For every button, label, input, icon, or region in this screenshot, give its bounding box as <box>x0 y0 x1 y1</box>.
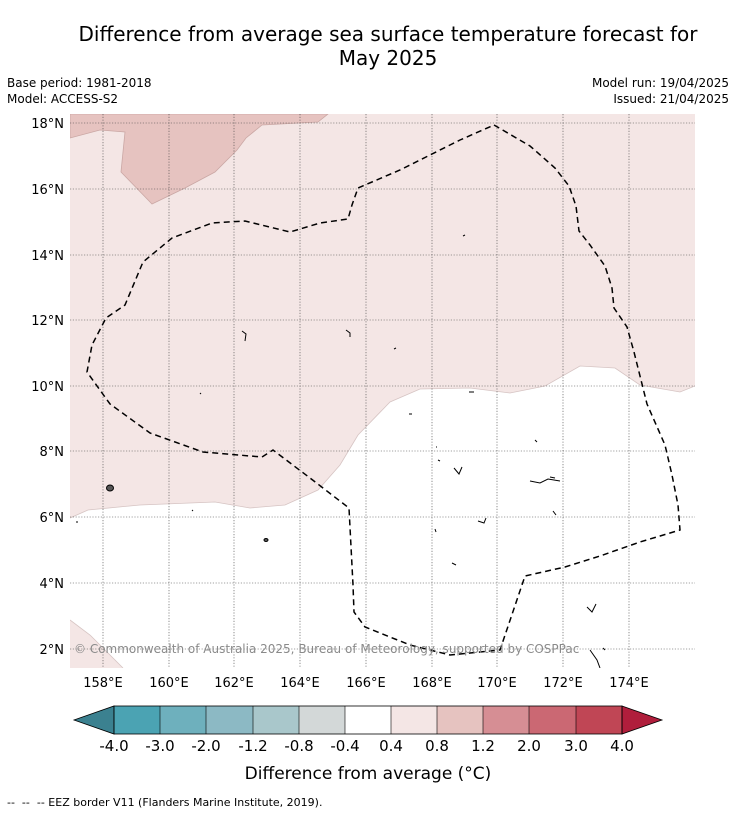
lat-label: 18°N <box>31 117 64 132</box>
lon-label: 174°E <box>609 676 649 691</box>
lon-label: 168°E <box>412 676 452 691</box>
contour-line <box>70 365 695 519</box>
colorbar-segment <box>253 706 299 734</box>
colorbar-tick-label: -0.4 <box>330 737 359 755</box>
issued-date: Issued: 21/04/2025 <box>613 92 729 106</box>
anomaly-region-0.4-0.8 <box>70 114 695 518</box>
colorbar-tick-label: -0.8 <box>284 737 313 755</box>
colorbar-segment <box>206 706 253 734</box>
colorbar <box>72 705 664 735</box>
colorbar-segment <box>529 706 576 734</box>
colorbar-tick-label: 2.0 <box>517 737 541 755</box>
colorbar-tick-labels: -4.0 -3.0 -2.0 -1.2 -0.8 -0.4 0.4 0.8 1.2 2.0 3.0 4… <box>99 737 634 755</box>
contour-line-corner <box>70 619 124 668</box>
latitude-labels: 18°N 16°N 14°N 12°N 10°N 8°N 6°N 4°N 2°N <box>31 117 64 658</box>
colorbar-segment <box>483 706 529 734</box>
colorbar-segment <box>160 706 206 734</box>
lat-label: 12°N <box>31 314 64 329</box>
colorbar-tick-label: 3.0 <box>564 737 588 755</box>
colorbar-arrow-high <box>621 705 664 735</box>
model-run: Model run: 19/04/2025 <box>591 76 729 90</box>
lat-label: 6°N <box>40 511 65 526</box>
lat-label: 10°N <box>31 380 64 395</box>
colorbar-tick-label: -2.0 <box>191 737 220 755</box>
colorbar-tick-label: -3.0 <box>145 737 174 755</box>
colorbar-tick-label: -4.0 <box>99 737 128 755</box>
lon-label: 162°E <box>214 676 254 691</box>
map-area: © Commonwealth of Australia 2025, Bureau… <box>70 114 695 668</box>
colorbar-segment <box>345 706 391 734</box>
colorbar-tick-label: 1.2 <box>471 737 495 755</box>
lon-label: 166°E <box>346 676 386 691</box>
model-name: Model: ACCESS-S2 <box>7 92 119 106</box>
colorbar-segment <box>391 706 437 734</box>
eez-footnote: -- -- -- EEZ border V11 (Flanders Marine… <box>7 796 323 809</box>
lon-label: 172°E <box>543 676 583 691</box>
lat-label: 16°N <box>31 183 64 198</box>
longitude-labels: 158°E 160°E 162°E 164°E 166°E 168°E 170°E 172°E… <box>83 676 649 691</box>
islands <box>76 234 606 668</box>
colorbar-segment <box>114 706 160 734</box>
lon-label: 164°E <box>280 676 320 691</box>
lat-label: 8°N <box>40 445 65 460</box>
chart-title: Difference from average sea surface temp… <box>40 22 736 70</box>
lat-label: 14°N <box>31 249 64 264</box>
colorbar-arrow-low <box>72 705 115 735</box>
lon-label: 160°E <box>149 676 189 691</box>
lon-label: 158°E <box>83 676 123 691</box>
lat-label: 4°N <box>40 577 65 592</box>
colorbar-tick-label: 0.8 <box>425 737 449 755</box>
lon-label: 170°E <box>477 676 517 691</box>
meta-right: Model run: 19/04/2025 Issued: 21/04/2025 <box>592 75 729 107</box>
meta-left: Base period: 1981-2018 Model: ACCESS-S2 <box>7 75 152 107</box>
colorbar-segment <box>576 706 622 734</box>
colorbar-segment <box>437 706 483 734</box>
colorbar-tick-label: -1.2 <box>238 737 267 755</box>
gridlines <box>70 114 695 668</box>
eez-border <box>86 124 681 656</box>
title-line-1: Difference from average sea surface temp… <box>78 22 698 46</box>
title-line-2: May 2025 <box>338 46 438 70</box>
copyright-notice: © Commonwealth of Australia 2025, Bureau… <box>74 642 579 656</box>
anomaly-region-0.8-1.2 <box>70 114 329 205</box>
lat-label: 2°N <box>40 643 65 658</box>
colorbar-tick-label: 0.4 <box>379 737 403 755</box>
colorbar-label: Difference from average (°C) <box>244 764 492 784</box>
anomaly-region-bottom-left <box>70 620 123 668</box>
colorbar-tick-label: 4.0 <box>610 737 634 755</box>
base-period: Base period: 1981-2018 <box>7 76 152 90</box>
colorbar-segment <box>299 706 345 734</box>
